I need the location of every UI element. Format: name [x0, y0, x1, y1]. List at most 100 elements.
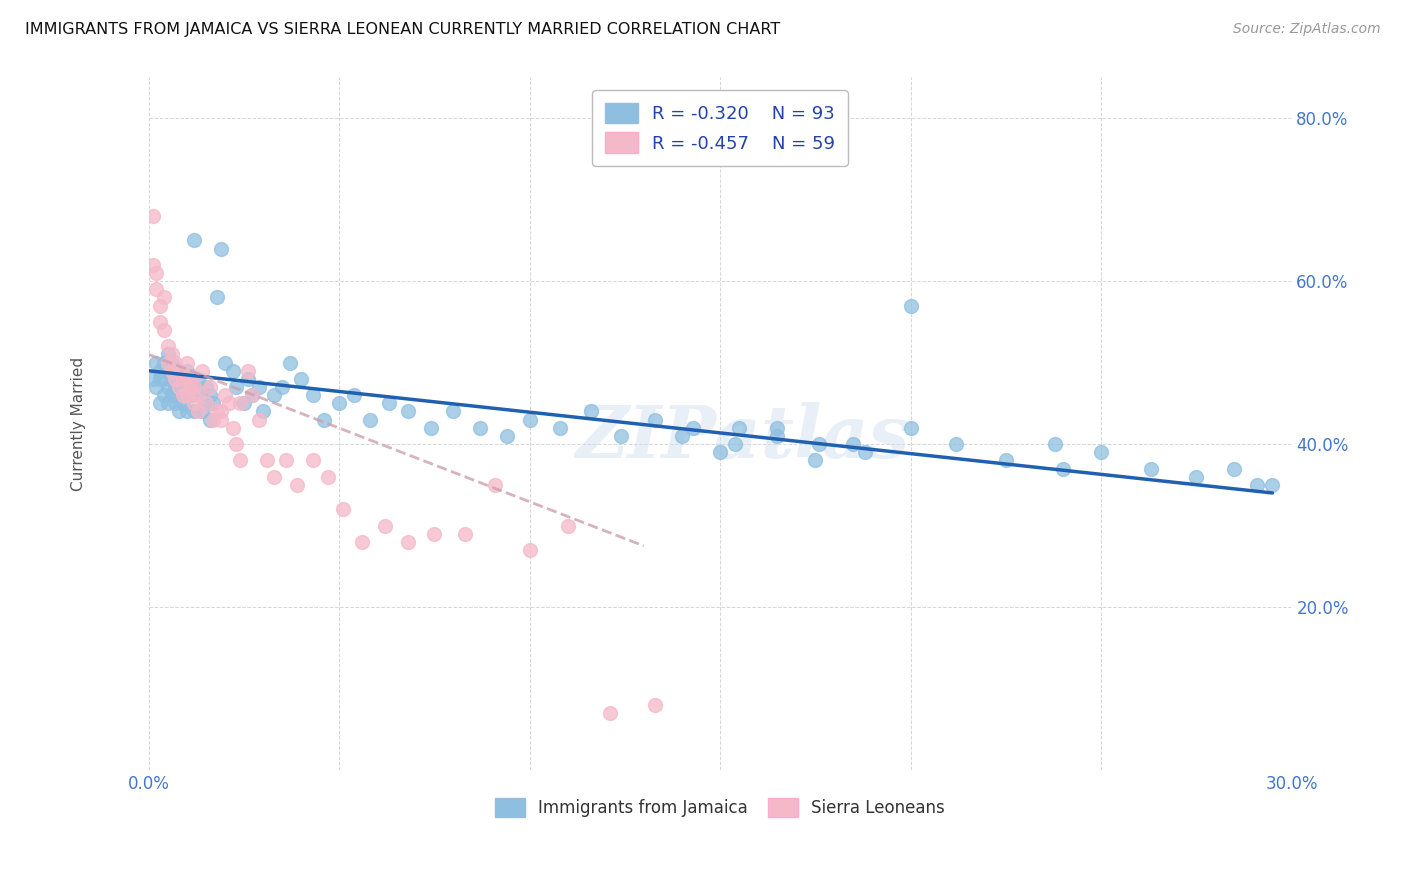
Point [172, 372, 194, 386]
Point [198, 388, 221, 402]
Point [724, 437, 747, 451]
Y-axis label: Currently Married: Currently Married [72, 357, 86, 491]
Point [149, 315, 172, 329]
Point [160, 347, 183, 361]
Point [1052, 461, 1074, 475]
Point [165, 372, 187, 386]
Point [209, 404, 232, 418]
Point [183, 234, 205, 248]
Point [994, 453, 1017, 467]
Point [247, 412, 270, 426]
Point [263, 469, 285, 483]
Point [165, 388, 187, 402]
Point [900, 299, 922, 313]
Point [191, 364, 214, 378]
Point [180, 380, 202, 394]
Point [359, 412, 381, 426]
Point [900, 421, 922, 435]
Legend: Immigrants from Jamaica, Sierra Leoneans: Immigrants from Jamaica, Sierra Leoneans [488, 791, 952, 824]
Point [263, 388, 285, 402]
Point [229, 396, 252, 410]
Point [225, 380, 247, 394]
Point [149, 299, 172, 313]
Point [183, 404, 205, 418]
Point [644, 412, 666, 426]
Point [256, 453, 278, 467]
Point [187, 388, 209, 402]
Point [156, 339, 179, 353]
Point [240, 388, 263, 402]
Point [274, 453, 297, 467]
Point [187, 404, 209, 418]
Point [804, 453, 827, 467]
Point [160, 372, 183, 386]
Point [1246, 478, 1268, 492]
Point [156, 356, 179, 370]
Point [221, 364, 243, 378]
Point [160, 356, 183, 370]
Point [176, 388, 198, 402]
Point [165, 380, 187, 394]
Point [252, 404, 274, 418]
Text: ZIPatlas: ZIPatlas [576, 402, 910, 473]
Point [766, 429, 789, 443]
Point [644, 698, 666, 712]
Point [214, 388, 236, 402]
Point [221, 421, 243, 435]
Point [316, 469, 339, 483]
Point [377, 396, 399, 410]
Point [156, 396, 179, 410]
Point [167, 380, 190, 394]
Point [187, 372, 209, 386]
Point [156, 364, 179, 378]
Point [495, 429, 517, 443]
Point [278, 356, 301, 370]
Point [945, 437, 967, 451]
Point [172, 372, 194, 386]
Point [176, 356, 198, 370]
Point [808, 437, 831, 451]
Point [167, 404, 190, 418]
Point [153, 323, 176, 337]
Point [209, 412, 232, 426]
Point [183, 380, 205, 394]
Point [207, 404, 229, 418]
Point [214, 356, 236, 370]
Point [1045, 437, 1067, 451]
Point [141, 209, 163, 223]
Point [236, 372, 259, 386]
Point [202, 412, 225, 426]
Point [419, 421, 441, 435]
Point [225, 437, 247, 451]
Point [194, 380, 217, 394]
Point [145, 266, 167, 280]
Point [160, 364, 183, 378]
Point [290, 372, 312, 386]
Point [198, 380, 221, 394]
Point [153, 388, 176, 402]
Point [207, 290, 229, 304]
Point [328, 396, 350, 410]
Point [301, 388, 323, 402]
Point [156, 347, 179, 361]
Point [853, 445, 876, 459]
Point [209, 242, 232, 256]
Point [312, 412, 335, 426]
Point [229, 453, 252, 467]
Point [167, 380, 190, 394]
Point [165, 356, 187, 370]
Point [172, 388, 194, 402]
Point [180, 372, 202, 386]
Point [198, 412, 221, 426]
Point [1261, 478, 1284, 492]
Point [468, 421, 491, 435]
Point [194, 396, 217, 410]
Point [396, 404, 419, 418]
Point [194, 396, 217, 410]
Text: IMMIGRANTS FROM JAMAICA VS SIERRA LEONEAN CURRENTLY MARRIED CORRELATION CHART: IMMIGRANTS FROM JAMAICA VS SIERRA LEONEA… [25, 22, 780, 37]
Point [240, 388, 263, 402]
Point [1185, 469, 1208, 483]
Point [191, 404, 214, 418]
Point [149, 396, 172, 410]
Point [454, 526, 477, 541]
